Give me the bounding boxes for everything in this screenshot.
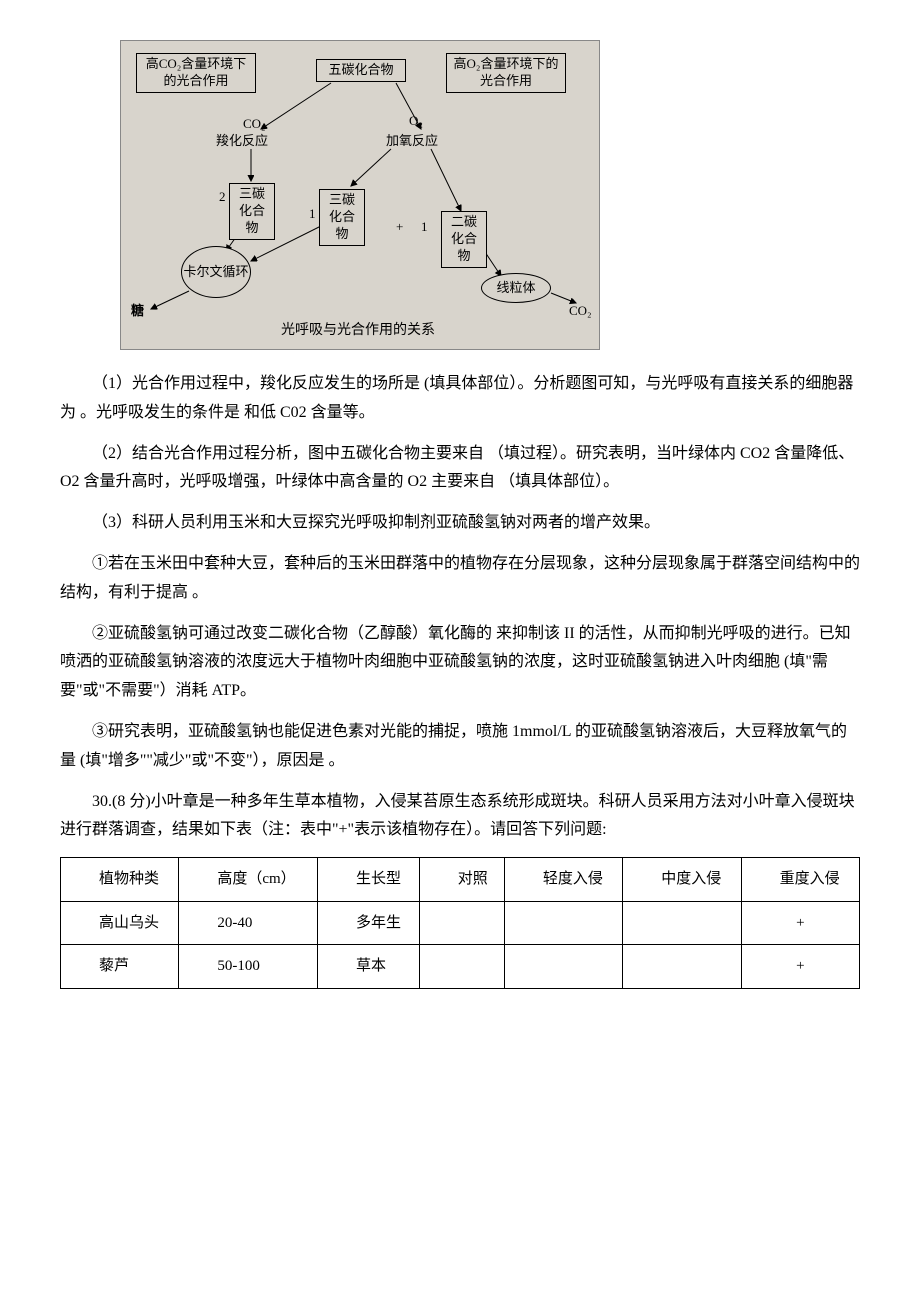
plus-sign: + bbox=[396, 219, 403, 235]
th-height: 高度（cm） bbox=[179, 858, 318, 902]
num-1b: 1 bbox=[421, 219, 428, 235]
th-species: 植物种类 bbox=[61, 858, 179, 902]
cell: 高山乌头 bbox=[61, 901, 179, 945]
th-heavy: 重度入侵 bbox=[741, 858, 859, 902]
cell bbox=[623, 945, 741, 989]
calvin-cycle: 卡尔文循环 bbox=[181, 246, 251, 298]
oxygenation-label: 加氧反应 bbox=[386, 133, 438, 149]
diagram-caption: 光呼吸与光合作用的关系 bbox=[281, 323, 435, 340]
carboxylation-label: 羧化反应 bbox=[216, 133, 268, 149]
two-carbon-box: 二碳化合物 bbox=[441, 211, 487, 268]
five-carbon-box: 五碳化合物 bbox=[316, 59, 406, 82]
th-growth: 生长型 bbox=[317, 858, 419, 902]
cell bbox=[623, 901, 741, 945]
question-30: 30.(8 分)小叶章是一种多年生草本植物，入侵某苔原生态系统形成斑块。科研人员… bbox=[60, 788, 860, 846]
th-medium: 中度入侵 bbox=[623, 858, 741, 902]
num-2: 2 bbox=[219, 189, 226, 205]
cell: 多年生 bbox=[317, 901, 419, 945]
top-right-box: 高O₂含量环境下的光合作用 bbox=[446, 53, 566, 93]
th-light: 轻度入侵 bbox=[504, 858, 622, 902]
table-row: 藜芦 50-100 草本 + bbox=[61, 945, 860, 989]
co2-label: CO₂ bbox=[243, 116, 266, 132]
table-row: 高山乌头 20-40 多年生 + bbox=[61, 901, 860, 945]
three-carbon-left: 三碳化合物 bbox=[229, 183, 275, 240]
cell: 20-40 bbox=[179, 901, 318, 945]
cell bbox=[419, 901, 504, 945]
th-control: 对照 bbox=[419, 858, 504, 902]
question-3-1: ①若在玉米田中套种大豆，套种后的玉米田群落中的植物存在分层现象，这种分层现象属于… bbox=[60, 550, 860, 608]
co2-out-label: CO₂ bbox=[569, 303, 592, 319]
cell bbox=[504, 901, 622, 945]
question-2: （2）结合光合作用过程分析，图中五碳化合物主要来自 （填过程）。研究表明，当叶绿… bbox=[60, 440, 860, 498]
question-3: （3）科研人员利用玉米和大豆探究光呼吸抑制剂亚硫酸氢钠对两者的增产效果。 bbox=[60, 509, 860, 538]
cell: 草本 bbox=[317, 945, 419, 989]
cell: + bbox=[741, 901, 859, 945]
sugar-label: 糖 bbox=[131, 303, 144, 319]
cell bbox=[419, 945, 504, 989]
top-left-box: 高CO₂含量环境下的光合作用 bbox=[136, 53, 256, 93]
cell: 50-100 bbox=[179, 945, 318, 989]
mitochondria-oval: 线粒体 bbox=[481, 273, 551, 303]
cell: + bbox=[741, 945, 859, 989]
table-header-row: 植物种类 高度（cm） 生长型 对照 轻度入侵 中度入侵 重度入侵 bbox=[61, 858, 860, 902]
o2-label: O₂ bbox=[409, 113, 423, 129]
three-carbon-right: 三碳化合物 bbox=[319, 189, 365, 246]
photorespiration-diagram: 高CO₂含量环境下的光合作用 五碳化合物 高O₂含量环境下的光合作用 CO₂ 羧… bbox=[120, 40, 600, 350]
num-1a: 1 bbox=[309, 206, 316, 222]
cell bbox=[504, 945, 622, 989]
question-3-2: ②亚硫酸氢钠可通过改变二碳化合物（乙醇酸）氧化酶的 来抑制该 II 的活性，从而… bbox=[60, 620, 860, 706]
invasion-table: 植物种类 高度（cm） 生长型 对照 轻度入侵 中度入侵 重度入侵 高山乌头 2… bbox=[60, 857, 860, 989]
question-3-3: ③研究表明，亚硫酸氢钠也能促进色素对光能的捕捉，喷施 1mmol/L 的亚硫酸氢… bbox=[60, 718, 860, 776]
cell: 藜芦 bbox=[61, 945, 179, 989]
question-1: （1）光合作用过程中，羧化反应发生的场所是 (填具体部位）。分析题图可知，与光呼… bbox=[60, 370, 860, 428]
